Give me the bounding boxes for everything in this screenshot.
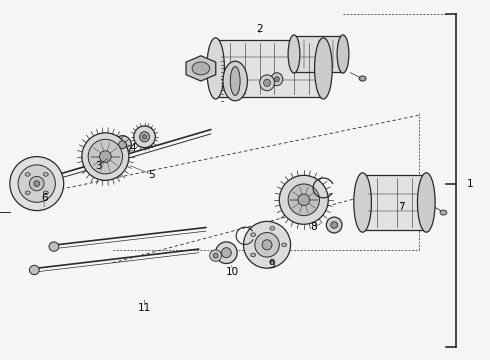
Text: 5: 5 [148, 170, 155, 180]
Text: 2: 2 [256, 24, 263, 34]
Ellipse shape [99, 151, 111, 162]
Ellipse shape [264, 79, 270, 86]
Bar [216, 40, 323, 97]
Ellipse shape [230, 67, 240, 95]
Text: 3: 3 [95, 161, 101, 171]
Text: 9: 9 [269, 260, 275, 270]
Ellipse shape [119, 141, 126, 149]
Ellipse shape [88, 139, 122, 174]
Ellipse shape [271, 73, 283, 86]
Ellipse shape [10, 157, 64, 211]
Ellipse shape [298, 194, 310, 206]
Ellipse shape [207, 38, 224, 99]
Ellipse shape [114, 136, 131, 154]
Ellipse shape [134, 126, 155, 148]
Ellipse shape [288, 184, 319, 216]
Circle shape [25, 173, 30, 176]
Ellipse shape [255, 233, 279, 257]
Ellipse shape [143, 135, 147, 139]
Circle shape [251, 233, 256, 237]
Ellipse shape [288, 35, 300, 73]
Text: 11: 11 [138, 303, 151, 313]
Ellipse shape [417, 173, 435, 232]
Ellipse shape [354, 173, 371, 232]
Ellipse shape [337, 35, 349, 73]
Ellipse shape [18, 165, 55, 202]
Circle shape [43, 173, 48, 176]
Ellipse shape [315, 38, 332, 99]
Ellipse shape [331, 222, 338, 228]
Ellipse shape [274, 77, 279, 82]
Text: 7: 7 [398, 202, 405, 212]
Circle shape [359, 76, 366, 81]
Ellipse shape [210, 250, 221, 261]
Ellipse shape [34, 181, 40, 186]
Text: 8: 8 [310, 222, 317, 232]
Polygon shape [186, 56, 216, 81]
Text: 4: 4 [129, 143, 136, 153]
Circle shape [440, 210, 447, 215]
Circle shape [270, 226, 275, 230]
Text: 10: 10 [226, 267, 239, 277]
Circle shape [282, 243, 287, 247]
Ellipse shape [260, 75, 274, 91]
Ellipse shape [221, 248, 231, 258]
Ellipse shape [244, 221, 291, 268]
Circle shape [192, 62, 210, 75]
Ellipse shape [29, 265, 39, 275]
Ellipse shape [213, 253, 218, 258]
Ellipse shape [82, 133, 129, 180]
Ellipse shape [140, 132, 149, 142]
Circle shape [270, 260, 275, 263]
Text: 6: 6 [41, 193, 48, 203]
Ellipse shape [223, 61, 247, 101]
Bar [294, 36, 343, 72]
Ellipse shape [29, 176, 44, 191]
Ellipse shape [262, 240, 272, 250]
Circle shape [43, 191, 48, 194]
Ellipse shape [216, 242, 237, 264]
Circle shape [251, 253, 256, 257]
Circle shape [25, 191, 30, 194]
Text: 1: 1 [467, 179, 474, 189]
Ellipse shape [326, 217, 342, 233]
Ellipse shape [279, 175, 328, 224]
Bar [363, 175, 426, 230]
Ellipse shape [49, 242, 59, 251]
